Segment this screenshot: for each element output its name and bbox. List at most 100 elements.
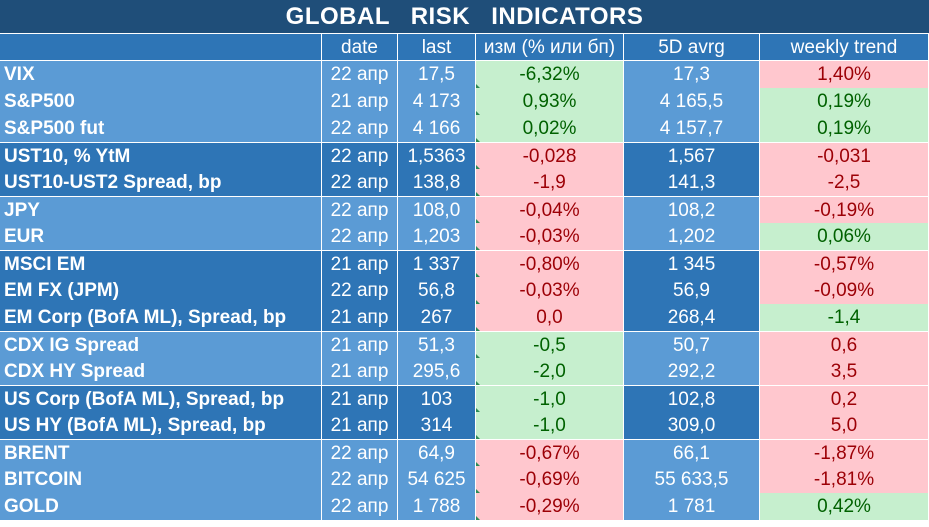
indicator-last: 1 337 — [398, 250, 476, 277]
indicator-weekly-trend: -0,031 — [760, 142, 929, 169]
indicator-5d-average: 1,567 — [624, 142, 760, 169]
indicator-date: 22 апр — [322, 466, 398, 493]
indicator-weekly-trend: -1,81% — [760, 466, 929, 493]
indicator-last: 51,3 — [398, 331, 476, 358]
header-name — [0, 34, 322, 61]
indicator-name: CDX IG Spread — [0, 331, 322, 358]
indicator-date: 22 апр — [322, 61, 398, 88]
indicator-last: 138,8 — [398, 169, 476, 196]
indicator-weekly-trend: -0,09% — [760, 277, 929, 304]
indicator-last: 54 625 — [398, 466, 476, 493]
indicator-name: S&P500 fut — [0, 115, 322, 142]
indicator-5d-average: 17,3 — [624, 61, 760, 88]
indicator-5d-average: 55 633,5 — [624, 466, 760, 493]
indicator-last: 4 173 — [398, 88, 476, 115]
indicator-change: -1,0 — [476, 412, 624, 439]
indicator-5d-average: 102,8 — [624, 385, 760, 412]
indicator-5d-average: 66,1 — [624, 439, 760, 466]
indicator-change: -0,5 — [476, 331, 624, 358]
indicator-weekly-trend: 1,40% — [760, 61, 929, 88]
indicator-weekly-trend: 0,19% — [760, 115, 929, 142]
indicator-last: 267 — [398, 304, 476, 331]
header-date: date — [322, 34, 398, 61]
indicator-date: 22 апр — [322, 142, 398, 169]
indicator-last: 108,0 — [398, 196, 476, 223]
indicator-5d-average: 141,3 — [624, 169, 760, 196]
indicator-name: GOLD — [0, 493, 322, 520]
indicator-last: 1,203 — [398, 223, 476, 250]
indicator-change: -0,03% — [476, 277, 624, 304]
indicator-date: 22 апр — [322, 115, 398, 142]
header-5d-average: 5D avrg — [624, 34, 760, 61]
indicator-weekly-trend: 0,2 — [760, 385, 929, 412]
indicator-last: 103 — [398, 385, 476, 412]
indicator-change: -1,0 — [476, 385, 624, 412]
indicator-change: 0,0 — [476, 304, 624, 331]
indicator-5d-average: 4 165,5 — [624, 88, 760, 115]
indicator-last: 56,8 — [398, 277, 476, 304]
indicator-name: US Corp (BofA ML), Spread, bp — [0, 385, 322, 412]
indicator-weekly-trend: -1,87% — [760, 439, 929, 466]
indicator-5d-average: 309,0 — [624, 412, 760, 439]
indicator-weekly-trend: 5,0 — [760, 412, 929, 439]
indicator-change: -1,9 — [476, 169, 624, 196]
indicator-5d-average: 108,2 — [624, 196, 760, 223]
indicator-last: 4 166 — [398, 115, 476, 142]
indicator-change: -2,0 — [476, 358, 624, 385]
indicator-5d-average: 4 157,7 — [624, 115, 760, 142]
indicator-change: -0,29% — [476, 493, 624, 520]
indicator-last: 295,6 — [398, 358, 476, 385]
indicator-name: US HY (BofA ML), Spread, bp — [0, 412, 322, 439]
indicator-5d-average: 56,9 — [624, 277, 760, 304]
indicator-date: 22 апр — [322, 439, 398, 466]
indicator-last: 64,9 — [398, 439, 476, 466]
table-title: GLOBAL RISK INDICATORS — [0, 0, 929, 34]
indicator-weekly-trend: 0,19% — [760, 88, 929, 115]
indicator-change: -0,67% — [476, 439, 624, 466]
indicator-last: 1 788 — [398, 493, 476, 520]
indicator-change: -0,80% — [476, 250, 624, 277]
indicator-change: -0,04% — [476, 196, 624, 223]
indicator-weekly-trend: -0,57% — [760, 250, 929, 277]
indicator-date: 21 апр — [322, 88, 398, 115]
indicator-5d-average: 268,4 — [624, 304, 760, 331]
indicator-name: EM FX (JPM) — [0, 277, 322, 304]
indicator-date: 22 апр — [322, 169, 398, 196]
header-last: last — [398, 34, 476, 61]
indicator-change: -0,028 — [476, 142, 624, 169]
indicator-date: 21 апр — [322, 412, 398, 439]
indicator-5d-average: 1,202 — [624, 223, 760, 250]
indicator-5d-average: 1 345 — [624, 250, 760, 277]
indicator-name: BRENT — [0, 439, 322, 466]
indicator-name: UST10-UST2 Spread, bp — [0, 169, 322, 196]
indicator-change: 0,93% — [476, 88, 624, 115]
indicator-name: CDX HY Spread — [0, 358, 322, 385]
indicator-date: 21 апр — [322, 331, 398, 358]
indicator-date: 21 апр — [322, 304, 398, 331]
indicator-name: UST10, % YtM — [0, 142, 322, 169]
indicator-date: 22 апр — [322, 493, 398, 520]
indicator-weekly-trend: -2,5 — [760, 169, 929, 196]
indicator-last: 314 — [398, 412, 476, 439]
indicator-date: 22 апр — [322, 277, 398, 304]
indicator-5d-average: 1 781 — [624, 493, 760, 520]
indicator-name: S&P500 — [0, 88, 322, 115]
indicator-date: 21 апр — [322, 358, 398, 385]
header-change: изм (% или бп) — [476, 34, 624, 61]
indicator-last: 17,5 — [398, 61, 476, 88]
indicator-change: -0,03% — [476, 223, 624, 250]
indicator-change: -0,69% — [476, 466, 624, 493]
indicator-weekly-trend: 0,06% — [760, 223, 929, 250]
indicator-change: -6,32% — [476, 61, 624, 88]
indicator-change: 0,02% — [476, 115, 624, 142]
indicator-weekly-trend: 0,6 — [760, 331, 929, 358]
indicator-name: EUR — [0, 223, 322, 250]
indicator-name: VIX — [0, 61, 322, 88]
indicator-weekly-trend: -1,4 — [760, 304, 929, 331]
header-weekly-trend: weekly trend — [760, 34, 929, 61]
indicator-date: 21 апр — [322, 250, 398, 277]
indicator-name: EM Corp (BofA ML), Spread, bp — [0, 304, 322, 331]
indicator-last: 1,5363 — [398, 142, 476, 169]
indicator-name: MSCI EM — [0, 250, 322, 277]
